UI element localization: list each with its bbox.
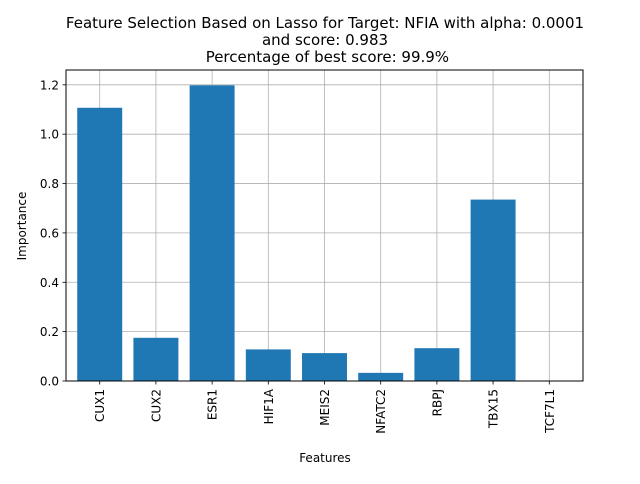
x-tick-label: CUX1 <box>93 389 107 422</box>
y-tick-label: 0.2 <box>40 325 59 339</box>
x-tick-label: HIF1A <box>262 388 276 424</box>
chart-title-line-3: Percentage of best score: 99.9% <box>201 48 449 66</box>
bar-esr1 <box>189 85 235 382</box>
bar-rbpj <box>414 348 460 381</box>
x-axis-label: Features <box>299 451 351 465</box>
y-tick-label: 0.0 <box>40 375 59 389</box>
x-tick-label: NFATC2 <box>374 389 388 434</box>
chart-title: Feature Selection Based on Lasso for Tar… <box>66 14 584 66</box>
x-tick-label: CUX2 <box>149 389 163 422</box>
y-tick-label: 1.2 <box>40 78 59 92</box>
y-tick-label: 0.4 <box>40 276 59 290</box>
x-tick-label: RBPJ <box>430 389 444 416</box>
x-tick-label: TBX15 <box>487 389 501 429</box>
chart-title-line-2: and score: 0.983 <box>262 31 388 49</box>
x-tick-label: TCF7L1 <box>543 389 557 434</box>
chart-title-line-1: Feature Selection Based on Lasso for Tar… <box>66 14 584 32</box>
bars <box>77 85 516 382</box>
bar-tbx15 <box>470 199 516 381</box>
x-tick-label: ESR1 <box>206 389 220 420</box>
grid-lines <box>66 70 583 382</box>
y-axis-ticks: 0.0 0.2 0.4 0.6 0.8 1.0 1.2 <box>40 78 66 389</box>
y-tick-label: 0.6 <box>40 226 59 240</box>
x-axis-ticks: CUX1 CUX2 ESR1 HIF1A MEIS2 NFATC2 RBPJ TBX15 TCF… <box>93 381 557 434</box>
y-tick-label: 0.8 <box>40 177 59 191</box>
bar-nfatc2 <box>358 372 404 381</box>
bar-meis2 <box>302 353 347 381</box>
y-tick-label: 1.0 <box>40 128 59 142</box>
bar-cux1 <box>77 107 123 381</box>
x-tick-label: MEIS2 <box>318 389 332 426</box>
bar-cux2 <box>133 337 179 381</box>
bar-hif1a <box>245 349 291 381</box>
y-axis-label: Importance <box>15 192 29 261</box>
